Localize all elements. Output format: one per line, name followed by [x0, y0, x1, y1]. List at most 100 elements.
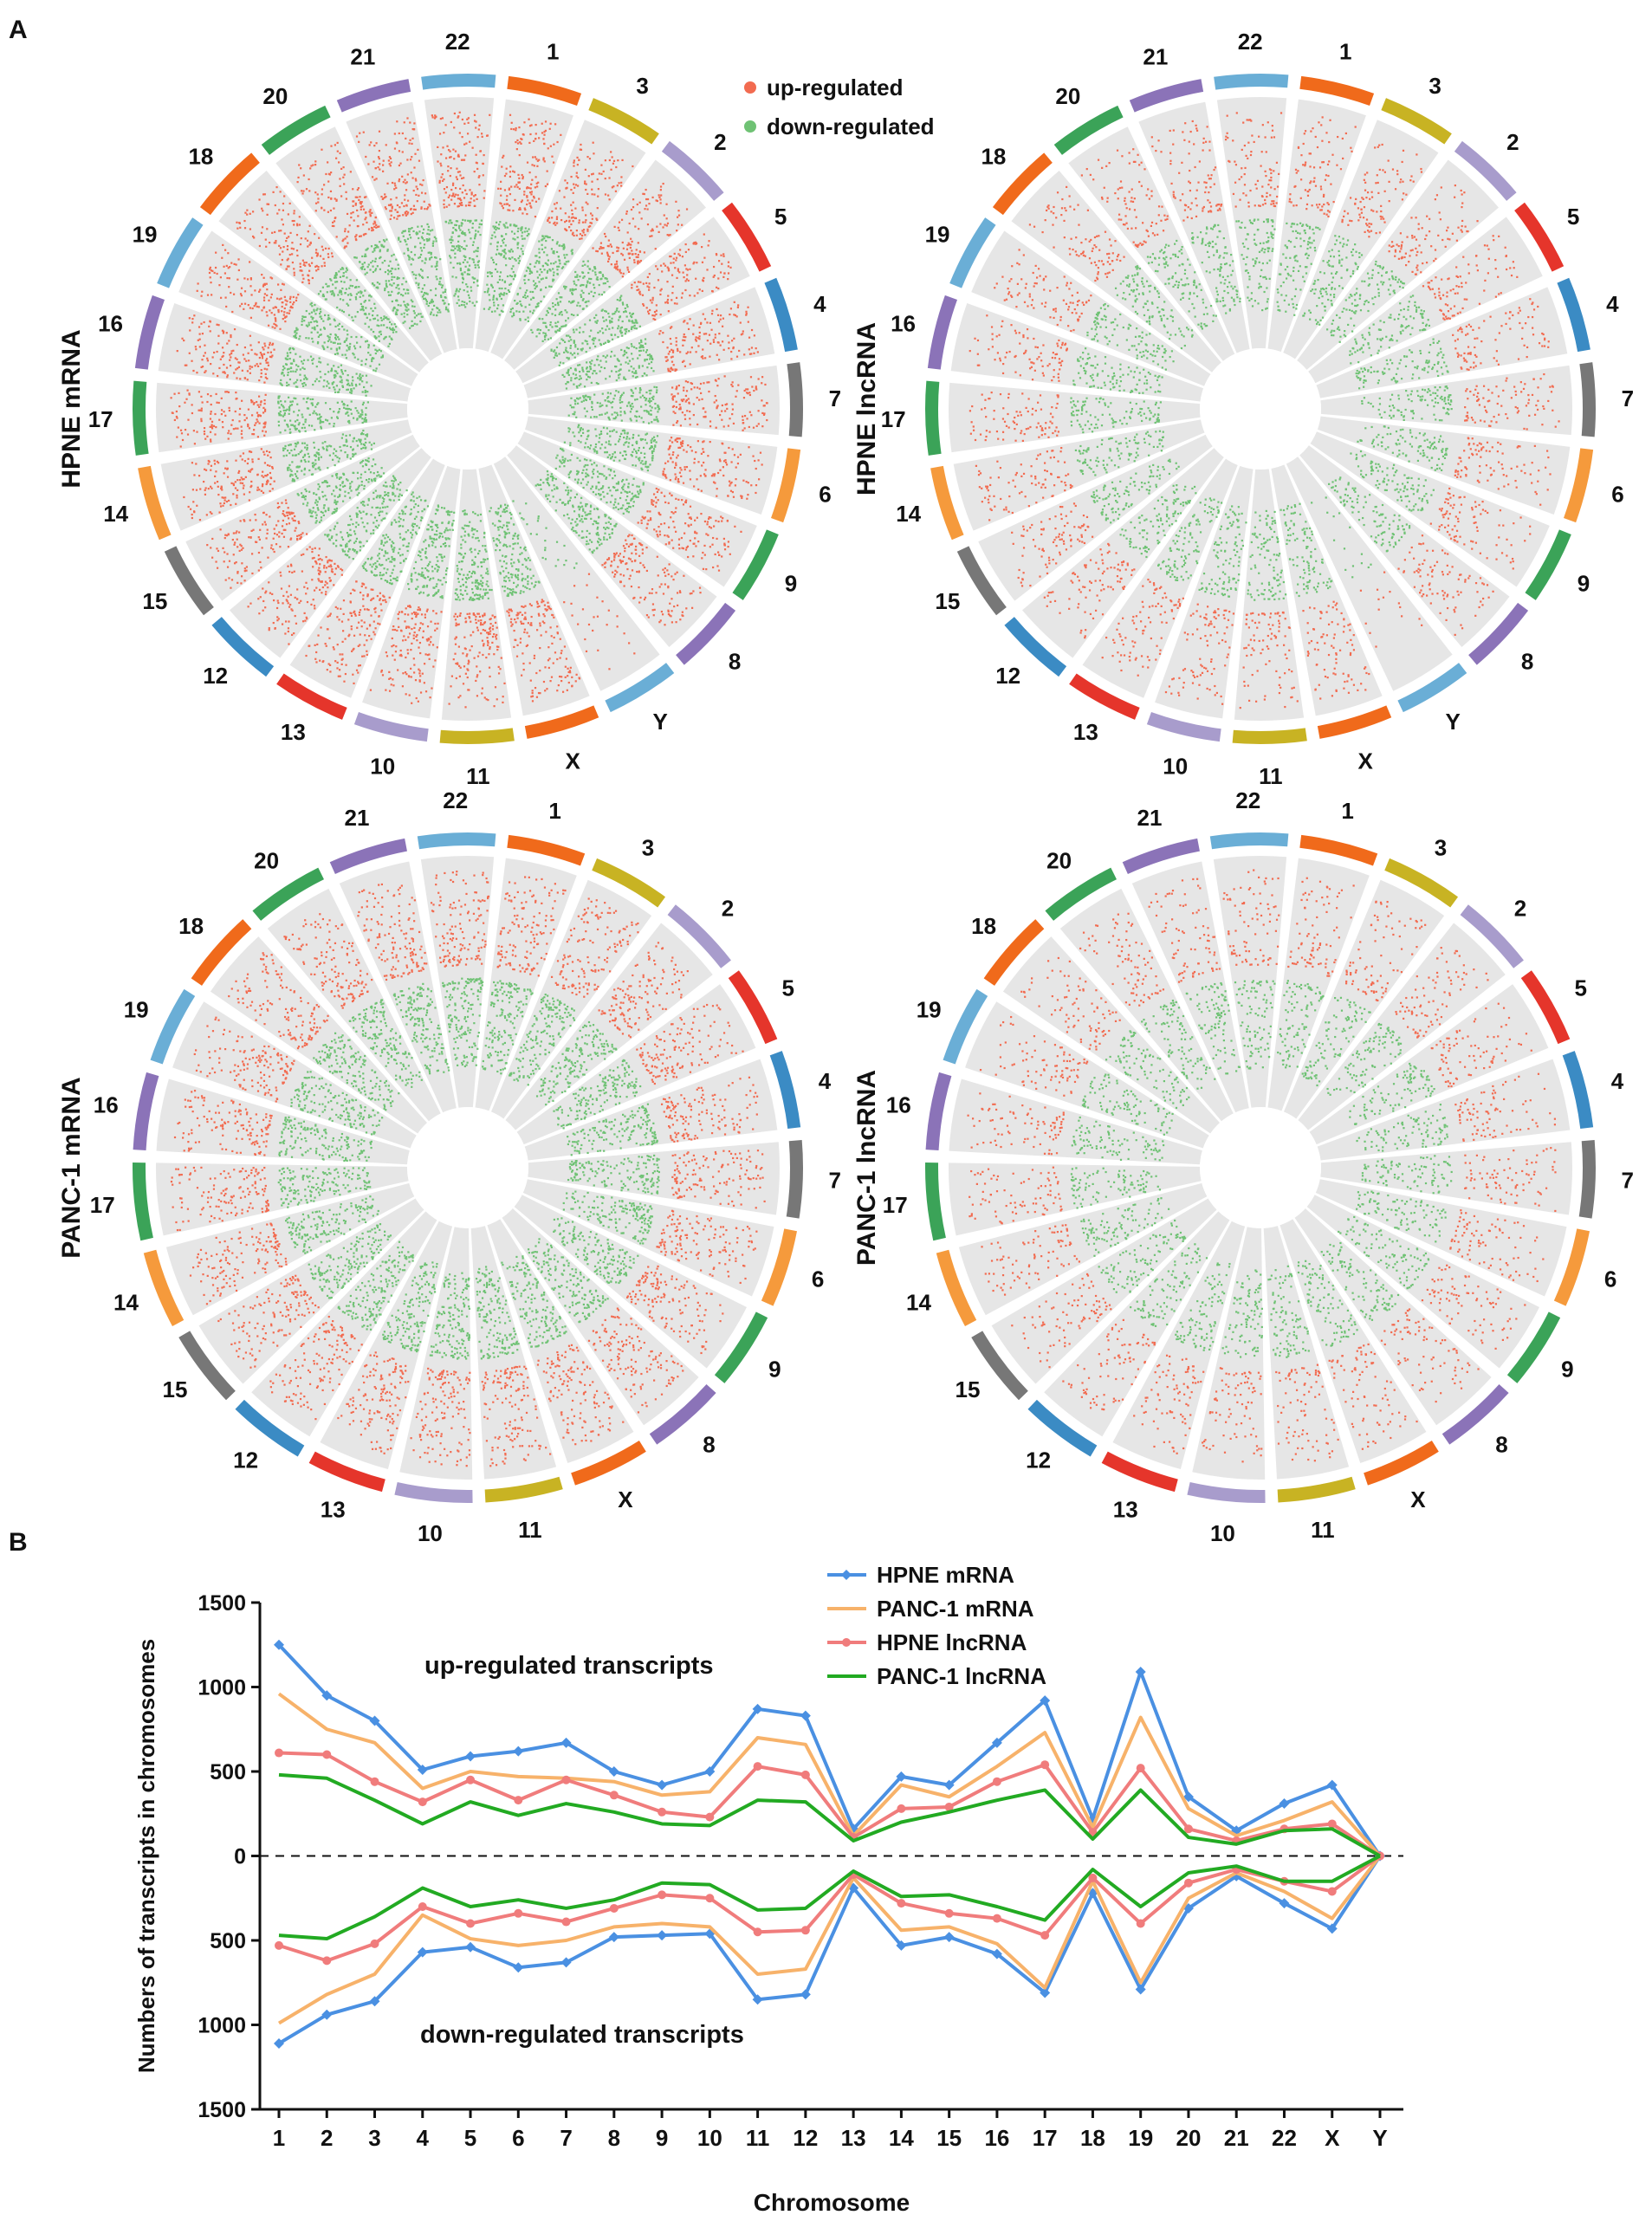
up-point [709, 440, 711, 444]
down-point [615, 431, 618, 433]
up-point [619, 553, 622, 555]
down-point [561, 373, 564, 377]
up-point [563, 645, 567, 648]
up-point [539, 646, 541, 650]
down-point [340, 476, 342, 479]
up-point [560, 676, 563, 678]
up-point [709, 516, 712, 519]
up-point [724, 461, 728, 463]
down-point [655, 416, 658, 418]
up-point [578, 219, 580, 222]
up-point [761, 376, 764, 379]
up-point [546, 688, 548, 690]
up-point [368, 634, 371, 638]
down-point [380, 540, 383, 542]
up-point [508, 188, 510, 191]
up-point [636, 203, 638, 206]
up-point [586, 230, 589, 232]
down-point [544, 235, 547, 237]
up-point [518, 126, 521, 129]
down-point [594, 345, 597, 348]
up-point [319, 588, 321, 592]
up-point [213, 463, 217, 465]
up-point [327, 560, 329, 562]
down-point [501, 239, 504, 242]
up-point [472, 613, 475, 616]
up-point [321, 586, 324, 589]
up-point [373, 631, 375, 633]
down-point [568, 428, 571, 431]
down-point [385, 552, 387, 554]
down-point [385, 485, 387, 488]
down-point [575, 284, 578, 287]
down-point [371, 464, 373, 468]
down-point [547, 494, 550, 496]
down-point [425, 569, 429, 572]
down-point [376, 527, 379, 529]
down-point [608, 400, 611, 403]
down-point [363, 484, 366, 488]
down-point [579, 520, 581, 522]
down-point [541, 340, 544, 342]
up-point [686, 545, 690, 547]
up-point [491, 614, 494, 617]
down-point [586, 375, 590, 379]
down-point [335, 486, 338, 489]
down-point [587, 292, 591, 295]
up-point [655, 309, 658, 312]
down-point [611, 406, 613, 409]
up-point [549, 680, 552, 683]
up-point [401, 685, 405, 688]
up-point [523, 628, 527, 631]
down-point [638, 349, 641, 353]
down-point [373, 532, 375, 534]
up-point [530, 696, 533, 698]
down-point [650, 447, 652, 450]
down-point [347, 554, 349, 557]
down-point [606, 400, 610, 403]
up-point [693, 457, 696, 460]
up-point [232, 483, 236, 487]
up-point [671, 285, 674, 288]
down-point [370, 558, 373, 560]
down-point [497, 507, 500, 510]
up-point [516, 644, 519, 646]
down-point [411, 522, 414, 525]
up-point [191, 462, 194, 464]
down-point [585, 535, 588, 539]
down-point [475, 537, 477, 540]
down-point [558, 265, 560, 268]
down-point [599, 344, 603, 347]
down-point [353, 533, 357, 535]
up-point [193, 474, 196, 476]
up-point [487, 633, 490, 636]
up-point [702, 567, 705, 570]
down-point [397, 552, 400, 554]
up-point [689, 424, 691, 426]
up-point [239, 479, 242, 482]
up-point [570, 175, 573, 178]
down-point [599, 370, 601, 372]
up-point [543, 133, 546, 136]
up-point [684, 243, 687, 246]
up-point [485, 698, 488, 701]
down-point [586, 265, 589, 268]
up-point [585, 201, 587, 204]
up-point [667, 610, 670, 613]
down-point [392, 484, 395, 488]
down-point [385, 485, 388, 488]
down-point [593, 291, 596, 295]
down-point [503, 590, 506, 593]
down-point [634, 398, 637, 401]
up-point [662, 340, 664, 344]
up-point [282, 594, 285, 598]
down-point [381, 510, 384, 513]
up-point [641, 515, 644, 518]
down-point [616, 414, 619, 417]
down-point [392, 548, 395, 551]
up-point [262, 599, 265, 603]
up-point [340, 569, 344, 572]
up-point [454, 612, 457, 615]
down-point [627, 502, 631, 505]
down-point [383, 554, 385, 557]
